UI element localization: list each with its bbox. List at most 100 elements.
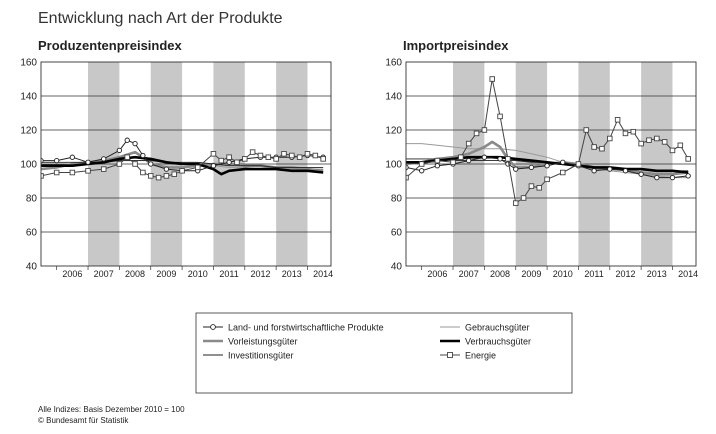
marker-energie <box>473 130 480 137</box>
marker-energie <box>273 156 279 162</box>
marker-land <box>116 147 123 154</box>
marker-land <box>124 137 130 143</box>
plot-frame <box>405 61 697 267</box>
marker-energie <box>85 168 91 174</box>
marker-energie <box>289 152 295 159</box>
marker-energie <box>669 147 676 154</box>
marker-land <box>528 164 535 171</box>
marker-energie <box>218 157 225 164</box>
marker-land <box>85 159 91 165</box>
marker-energie <box>599 145 605 152</box>
y-tick-label-40: 40 <box>26 262 38 273</box>
x-tick-label-2007: 2007 <box>459 269 479 279</box>
marker-land <box>69 154 76 160</box>
page-title: Entwicklung nach Art der Produkte <box>38 10 283 27</box>
y-tick-label-80: 80 <box>26 194 38 205</box>
series-group <box>41 137 326 181</box>
marker-energie <box>607 135 613 142</box>
marker-land <box>148 161 154 167</box>
legend-label-energie: Energie <box>465 351 496 361</box>
chart-importpreisindex: 40 60 80 100 120 140 160 2006 2007 2008 2009 2010 20… <box>385 58 698 280</box>
legend-frame <box>195 312 573 394</box>
y-tick-label-120: 120 <box>385 126 402 137</box>
marker-energie <box>654 135 660 142</box>
marker-energie <box>53 169 60 176</box>
legend-label-land: Land- und forstwirtschaftliche Produkte <box>228 323 384 333</box>
marker-land <box>638 171 644 177</box>
y-tick-label-100: 100 <box>385 160 402 171</box>
y-tick-label-160: 160 <box>20 58 37 69</box>
marker-land <box>226 159 232 165</box>
x-tick-label-2013: 2013 <box>282 269 302 279</box>
marker-land <box>406 164 409 171</box>
marker-land <box>560 159 566 165</box>
chart-title-importpreisindex: Importpreisindex <box>403 38 509 53</box>
x-tick-label-2014: 2014 <box>678 269 698 279</box>
marker-land <box>654 174 660 181</box>
marker-energie <box>140 169 146 176</box>
marker-land <box>669 174 676 181</box>
x-tick-label-2006: 2006 <box>62 269 82 279</box>
marker-energie <box>560 169 566 176</box>
marker-energie <box>242 156 248 162</box>
chart-title-produzentenpreisindex: Produzentenpreisindex <box>38 38 182 53</box>
marker-energie <box>677 142 684 149</box>
marker-energie <box>638 140 644 147</box>
marker-land <box>101 156 107 162</box>
legend-marker-energie <box>447 352 453 358</box>
x-tick-label-2012: 2012 <box>250 269 270 279</box>
marker-energie <box>536 185 542 191</box>
marker-energie <box>249 149 256 155</box>
marker-land <box>419 168 425 174</box>
x-tick-label-2012: 2012 <box>615 269 635 279</box>
marker-energie <box>281 151 287 157</box>
marker-energie <box>210 151 217 157</box>
marker-land <box>140 152 146 159</box>
y-tick-label-80: 80 <box>391 194 403 205</box>
marker-energie <box>195 164 201 171</box>
marker-energie <box>614 117 621 123</box>
series-group <box>406 76 691 206</box>
footnote: Alle Indizes: Basis Dezember 2010 = 100 … <box>38 404 185 426</box>
y-tick-label-100: 100 <box>20 160 37 171</box>
x-tick-label-2013: 2013 <box>647 269 667 279</box>
marker-energie <box>458 154 464 160</box>
legend-label-inv: Investitionsgüter <box>228 351 294 361</box>
legend-label-verb: Verbrauchsgüter <box>465 337 531 347</box>
marker-land <box>622 168 629 174</box>
marker-land <box>513 166 519 172</box>
marker-energie <box>520 195 527 201</box>
marker-land <box>497 156 503 162</box>
plot-frame <box>40 61 332 267</box>
x-tick-label-2010: 2010 <box>188 269 208 279</box>
marker-energie <box>179 168 185 174</box>
x-tick-label-2008: 2008 <box>125 269 145 279</box>
x-tick-label-2009: 2009 <box>521 269 541 279</box>
marker-energie <box>418 161 425 167</box>
marker-energie <box>497 113 503 120</box>
marker-land <box>163 166 170 172</box>
marker-energie <box>481 127 488 133</box>
series-line-verb <box>41 155 324 176</box>
marker-energie <box>622 130 629 137</box>
marker-energie <box>257 152 264 159</box>
marker-energie <box>465 140 472 147</box>
x-tick-label-2011: 2011 <box>219 269 238 279</box>
marker-energie <box>434 157 441 164</box>
marker-energie <box>544 176 550 183</box>
marker-land <box>466 157 472 164</box>
marker-energie <box>591 144 597 150</box>
y-tick-label-60: 60 <box>26 228 38 239</box>
marker-energie <box>163 173 170 179</box>
marker-land <box>54 157 60 164</box>
marker-energie <box>171 171 177 177</box>
marker-energie <box>528 183 535 189</box>
marker-energie <box>296 154 303 160</box>
x-tick-label-2014: 2014 <box>313 269 333 279</box>
footnote-basis: Alle Indizes: Basis Dezember 2010 = 100 <box>38 405 185 414</box>
legend-marker-land <box>210 324 216 330</box>
marker-land <box>132 140 138 147</box>
marker-energie <box>226 154 232 160</box>
y-tick-label-120: 120 <box>20 126 37 137</box>
